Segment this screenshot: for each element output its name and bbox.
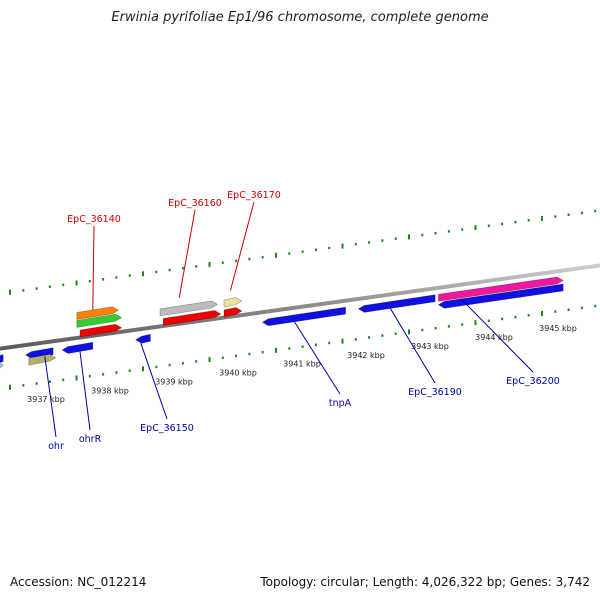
gene-feature-arrow[interactable] xyxy=(437,283,564,309)
lower-tick-track xyxy=(9,304,597,390)
scale-tick-label: 3945 kbp xyxy=(539,324,577,333)
scale-tick-label: 3938 kbp xyxy=(91,386,129,395)
gene-feature-arrow[interactable] xyxy=(76,306,119,320)
gene-label[interactable]: EpC_36170 xyxy=(227,190,281,201)
gene-feature-arrow[interactable] xyxy=(79,323,123,338)
gene-leader-line xyxy=(178,209,196,298)
gene-leader-line xyxy=(460,298,534,373)
gene-leader-line xyxy=(293,321,341,395)
scale-tick-label: 3941 kbp xyxy=(283,360,321,369)
scale-labels: 3937 kbp 3938 kbp 3939 kbp 3940 kbp 3941 kbp… xyxy=(27,324,577,404)
gene-leader-line xyxy=(229,201,255,291)
scale-tick-label: 3943 kbp xyxy=(411,342,449,351)
gene-leader-line xyxy=(92,225,95,310)
chromosome-backbone xyxy=(0,263,600,351)
gene-feature-arrow[interactable] xyxy=(61,341,94,354)
gene-feature-arrow[interactable] xyxy=(76,313,123,328)
gene-feature-arrow[interactable] xyxy=(223,297,243,308)
gene-label[interactable]: EpC_36150 xyxy=(140,423,194,434)
gene-leader-line xyxy=(79,351,91,431)
scale-tick-label: 3937 kbp xyxy=(27,395,65,404)
genome-summary-text: Topology: circular; Length: 4,026,322 bp… xyxy=(260,575,590,589)
gene-label[interactable]: tnpA xyxy=(329,398,352,409)
scale-tick-label: 3944 kbp xyxy=(475,333,513,342)
gene-label[interactable]: ohr xyxy=(48,441,64,452)
gene-leader-line xyxy=(44,356,57,438)
gene-feature-arrow[interactable] xyxy=(159,300,219,317)
gene-feature-arrow[interactable] xyxy=(0,361,4,370)
gene-label[interactable]: EpC_36190 xyxy=(408,387,462,398)
gene-label[interactable]: ohrR xyxy=(79,434,102,445)
gene-feature-arrow[interactable] xyxy=(0,354,4,363)
map-title: Erwinia pyrifoliae Ep1/96 chromosome, co… xyxy=(111,10,489,25)
gene-leader-line xyxy=(389,308,436,384)
scale-tick-label: 3940 kbp xyxy=(219,369,257,378)
gene-feature-arrow[interactable] xyxy=(261,306,346,327)
scale-tick-label: 3942 kbp xyxy=(347,351,385,360)
gene-feature-arrow[interactable] xyxy=(357,294,436,313)
scale-tick-label: 3939 kbp xyxy=(155,377,193,386)
gene-label[interactable]: EpC_36140 xyxy=(67,214,121,225)
feature-layer xyxy=(0,276,564,370)
accession-text: Accession: NC_012214 xyxy=(10,575,147,589)
gene-feature-arrow[interactable] xyxy=(438,276,564,302)
upper-tick-track xyxy=(9,209,597,295)
gene-label[interactable]: EpC_36200 xyxy=(506,376,560,387)
gene-feature-arrow[interactable] xyxy=(28,354,57,366)
gene-label[interactable]: EpC_36160 xyxy=(168,198,222,209)
gene-feature-arrow[interactable] xyxy=(135,333,151,344)
gene-feature-arrow[interactable] xyxy=(223,307,243,318)
gene-feature-arrow[interactable] xyxy=(162,310,222,326)
gene-leader-line xyxy=(140,342,168,420)
